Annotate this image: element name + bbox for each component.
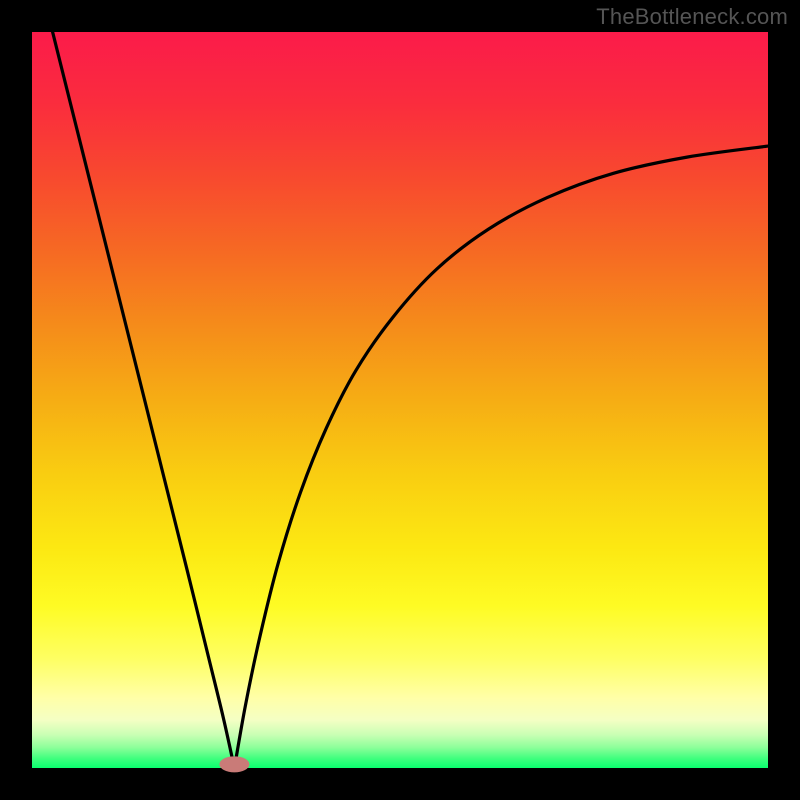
plot-background-gradient — [32, 32, 768, 768]
bottleneck-chart — [0, 0, 800, 800]
optimal-point-marker — [219, 756, 249, 772]
watermark-text: TheBottleneck.com — [596, 4, 788, 30]
